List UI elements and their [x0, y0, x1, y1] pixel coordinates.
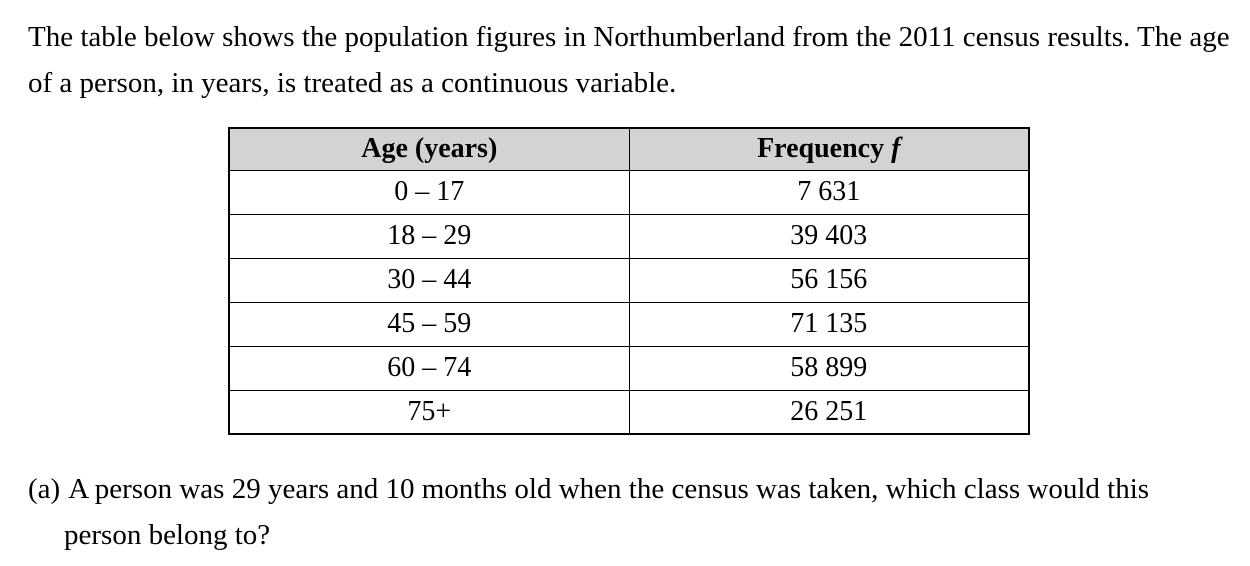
frequency-cell: 56 156 [628, 257, 1030, 303]
frequency-symbol: f [891, 133, 901, 165]
question-a-label: (a) [28, 473, 61, 505]
frequency-column-header: Frequency f [628, 127, 1030, 171]
age-cell: 18 – 29 [228, 213, 630, 259]
age-cell: 0 – 17 [228, 169, 630, 215]
table-row: 0 – 17 7 631 [228, 169, 1030, 215]
table-row: 60 – 74 58 899 [228, 345, 1030, 391]
table-row: 18 – 29 39 403 [228, 213, 1030, 259]
question-a: (a) A person was 29 years and 10 months o… [28, 466, 1224, 558]
frequency-table: Age (years) Frequency f 0 – 17 7 631 18 … [228, 127, 1030, 435]
table-header-row: Age (years) Frequency f [228, 127, 1030, 171]
age-column-header: Age (years) [228, 127, 630, 171]
frequency-cell: 71 135 [628, 301, 1030, 347]
age-cell: 45 – 59 [228, 301, 630, 347]
frequency-cell: 26 251 [628, 389, 1030, 435]
question-a-text: A person was 29 years and 10 months old … [64, 473, 1150, 551]
frequency-cell: 39 403 [628, 213, 1030, 259]
frequency-cell: 7 631 [628, 169, 1030, 215]
frequency-header-label: Frequency [757, 133, 885, 165]
intro-paragraph: The table below shows the population fig… [28, 21, 1230, 99]
age-header-label: Age (years) [361, 133, 498, 165]
age-cell: 60 – 74 [228, 345, 630, 391]
age-cell: 75+ [228, 389, 630, 435]
age-cell: 30 – 44 [228, 257, 630, 303]
table-row: 30 – 44 56 156 [228, 257, 1030, 303]
table-row: 75+ 26 251 [228, 389, 1030, 435]
frequency-cell: 58 899 [628, 345, 1030, 391]
table-row: 45 – 59 71 135 [228, 301, 1030, 347]
